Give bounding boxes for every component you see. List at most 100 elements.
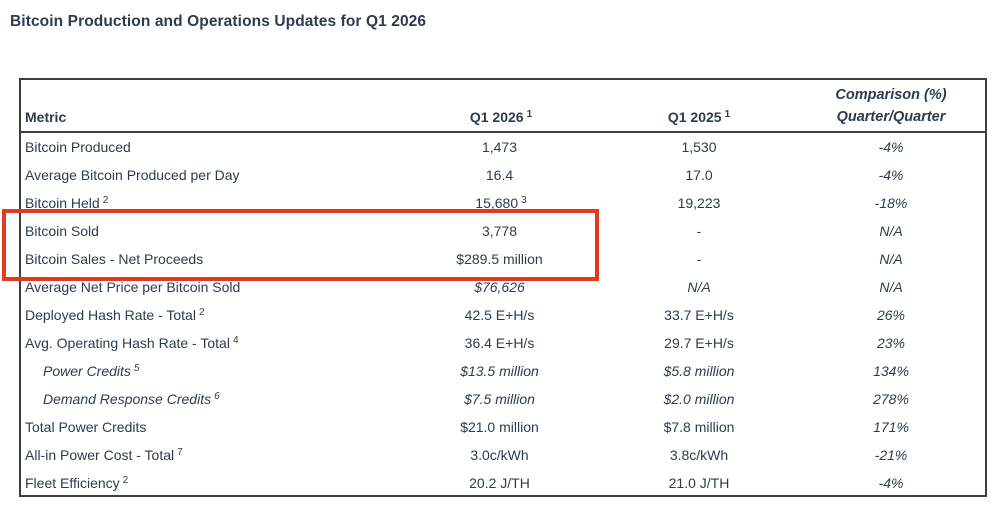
footnote-superscript: 6	[214, 391, 220, 402]
q1-2026-value: 1,473	[481, 139, 518, 155]
q1-2026-value-cell: 36.4 E+H/s	[401, 335, 601, 351]
metric-label: All-in Power Cost - Total	[25, 447, 175, 463]
header-q1-2026: Q1 2026 1	[401, 109, 601, 125]
header-row-1: Comparison (%)	[21, 80, 985, 103]
table-row: Average Bitcoin Produced per Day 16.4 17…	[21, 161, 985, 189]
metric-cell: Deployed Hash Rate - Total 2	[21, 307, 401, 323]
q1-2025-value-cell: 33.7 E+H/s	[664, 307, 734, 323]
footnote-superscript: 2	[198, 307, 205, 318]
q1-2026-value: 36.4 E+H/s	[464, 335, 535, 351]
table-row: Average Net Price per Bitcoin Sold $76,6…	[21, 273, 985, 301]
metric-label: Average Net Price per Bitcoin Sold	[25, 279, 241, 295]
q1-2026-value-cell: 3,778	[401, 223, 601, 239]
table-header: Comparison (%) Metric Q1 2026 1 Q1 2025 1 …	[21, 80, 985, 133]
metrics-table: Comparison (%) Metric Q1 2026 1 Q1 2025 1 …	[19, 78, 987, 497]
footnote-superscript: 1	[526, 109, 533, 120]
comparison-value-cell: N/A	[879, 279, 903, 295]
table-row: Demand Response Credits 6 $7.5 million $2…	[21, 385, 985, 413]
q1-2025-value-cell: $5.8 million	[663, 363, 735, 379]
q1-2025-value-cell: 29.7 E+H/s	[664, 335, 734, 351]
footnote-superscript: 1	[724, 109, 731, 120]
metric-cell: Avg. Operating Hash Rate - Total 4	[21, 335, 401, 351]
q1-2026-value-cell: $13.5 million	[401, 363, 601, 379]
comparison-value-cell: 23%	[876, 335, 906, 351]
comparison-value-cell: 26%	[876, 307, 906, 323]
q1-2026-value: 3.0c/kWh	[470, 447, 529, 463]
q1-2026-value: 16.4	[485, 167, 514, 183]
footnote-superscript: 2	[122, 475, 129, 486]
table-row: All-in Power Cost - Total 7 3.0c/kWh 3.8c…	[21, 441, 985, 469]
metric-cell: Average Net Price per Bitcoin Sold	[21, 279, 401, 295]
q1-2025-value-cell: 17.0	[685, 167, 713, 183]
q1-2026-value-cell: $289.5 million	[401, 251, 601, 267]
q1-2026-value: 15,680	[475, 195, 519, 211]
comparison-value-cell: 134%	[873, 363, 909, 379]
q1-2026-value-cell: 3.0c/kWh	[401, 447, 601, 463]
comparison-value-cell: 171%	[873, 419, 909, 435]
table-row: Fleet Efficiency 2 20.2 J/TH 21.0 J/TH -4…	[21, 469, 985, 497]
metric-label: Bitcoin Sold	[25, 223, 99, 239]
metric-label: Fleet Efficiency	[25, 475, 120, 491]
q1-2026-value: 3,778	[481, 223, 518, 239]
comparison-value-cell: -4%	[878, 139, 904, 155]
q1-2025-value-cell: 3.8c/kWh	[669, 447, 729, 463]
q1-2025-value-cell: -	[696, 223, 702, 239]
q1-2025-value-cell: $2.0 million	[663, 391, 735, 407]
footnote-superscript: 2	[102, 195, 109, 206]
q1-2025-value-cell: 21.0 J/TH	[668, 475, 730, 491]
q1-2026-value-cell: $76,626	[401, 279, 601, 295]
table-body: Bitcoin Produced 1,473 1,530 -4% Average…	[21, 133, 985, 497]
metric-label: Total Power Credits	[25, 419, 147, 435]
table-row: Total Power Credits $21.0 million $7.8 m…	[21, 413, 985, 441]
metric-label: Average Bitcoin Produced per Day	[25, 167, 240, 183]
comparison-value-cell: N/A	[879, 251, 903, 267]
table-row: Bitcoin Sales - Net Proceeds $289.5 mill…	[21, 245, 985, 273]
header-row-2: Metric Q1 2026 1 Q1 2025 1 Quarter/Quarter	[21, 103, 985, 131]
q1-2025-value-cell: 1,530	[681, 139, 717, 155]
metric-label: Demand Response Credits	[43, 391, 212, 407]
metric-cell: Bitcoin Held 2	[21, 195, 401, 211]
metric-label: Bitcoin Held	[25, 195, 100, 211]
metric-cell: Demand Response Credits 6	[21, 391, 401, 407]
comparison-value-cell: -18%	[874, 195, 908, 211]
footnote-superscript: 3	[521, 195, 527, 206]
q1-2025-value-cell: $7.8 million	[663, 419, 735, 435]
table-row: Power Credits 5 $13.5 million $5.8 millio…	[21, 357, 985, 385]
q1-2026-value-cell: $7.5 million	[401, 391, 601, 407]
comparison-value-cell: -21%	[874, 447, 908, 463]
table-row: Deployed Hash Rate - Total 2 42.5 E+H/s 3…	[21, 301, 985, 329]
metric-label: Bitcoin Produced	[25, 139, 131, 155]
table-row: Bitcoin Sold 3,778 - N/A	[21, 217, 985, 245]
comparison-value-cell: 278%	[873, 391, 909, 407]
metric-label: Deployed Hash Rate - Total	[25, 307, 196, 323]
q1-2026-value: $13.5 million	[460, 363, 539, 379]
q1-2025-value-cell: 19,223	[677, 195, 721, 211]
metric-cell: Power Credits 5	[21, 363, 401, 379]
header-metric: Metric	[25, 109, 67, 125]
q1-2026-value-cell: 15,680 3	[401, 195, 601, 211]
q1-2026-value: $76,626	[474, 279, 525, 295]
q1-2025-value-cell: -	[696, 251, 702, 267]
q1-2026-value-cell: 1,473	[401, 139, 601, 155]
page-title: Bitcoin Production and Operations Update…	[10, 13, 427, 30]
comparison-value-cell: -4%	[878, 475, 904, 491]
table-row: Bitcoin Held 2 15,680 3 19,223 -18%	[21, 189, 985, 217]
q1-2026-value-cell: 20.2 J/TH	[401, 475, 601, 491]
q1-2026-value-cell: 42.5 E+H/s	[401, 307, 601, 323]
header-comparison-line2: Quarter/Quarter	[836, 109, 946, 125]
header-comparison-line1: Comparison (%)	[835, 87, 947, 103]
q1-2026-value: $7.5 million	[464, 391, 535, 407]
metric-label: Power Credits	[43, 363, 131, 379]
footnote-superscript: 7	[177, 447, 183, 458]
metric-cell: Bitcoin Sales - Net Proceeds	[21, 251, 401, 267]
metric-cell: Fleet Efficiency 2	[21, 475, 401, 491]
metric-label: Bitcoin Sales - Net Proceeds	[25, 251, 204, 267]
header-q1-2026-label: Q1 2026	[469, 109, 524, 125]
q1-2026-value: 20.2 J/TH	[469, 475, 530, 491]
q1-2026-value-cell: 16.4	[401, 167, 601, 183]
metric-label: Avg. Operating Hash Rate - Total	[25, 335, 230, 351]
metric-cell: Bitcoin Produced	[21, 139, 401, 155]
comparison-value-cell: -4%	[878, 167, 904, 183]
metric-cell: Average Bitcoin Produced per Day	[21, 167, 401, 183]
q1-2026-value: 42.5 E+H/s	[464, 307, 535, 323]
